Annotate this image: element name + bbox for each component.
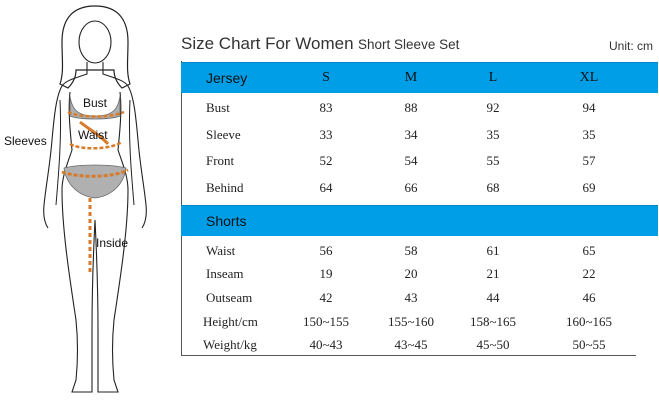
cell-value: 34: [404, 127, 418, 142]
row-label: Height/cm: [203, 314, 258, 329]
cell-value: 83: [319, 100, 333, 115]
cell-value: 50~55: [572, 337, 606, 352]
cell-value: 58: [404, 243, 418, 258]
cell-value: 43: [404, 290, 418, 305]
size-s-header: S: [322, 70, 330, 85]
row-label: Waist: [206, 243, 236, 258]
cell-value: 158~165: [469, 314, 517, 329]
cell-value: 35: [582, 127, 596, 142]
table-row: Bust 83 88 92 94: [181, 96, 658, 120]
title-sub: Short Sleeve Set: [358, 37, 460, 52]
cell-value: 160~165: [565, 314, 613, 329]
figure-label-bust: Bust: [83, 96, 108, 110]
page-title: Size Chart For Women Short Sleeve Set: [181, 34, 459, 54]
cell-value: 19: [319, 266, 333, 281]
cell-value: 44: [486, 290, 500, 305]
table-row: Behind 64 66 68 69: [181, 176, 658, 200]
shorts-header: Shorts: [181, 205, 658, 236]
cell-value: 54: [404, 153, 418, 168]
title-main: Size Chart For Women: [181, 34, 354, 53]
cell-value: 45~50: [476, 337, 510, 352]
jersey-header-label: Jersey: [206, 70, 248, 86]
row-label: Outseam: [206, 290, 253, 305]
cell-value: 65: [582, 243, 596, 258]
cell-value: 35: [486, 127, 500, 142]
size-xl-header: XL: [579, 70, 599, 85]
cell-value: 33: [319, 127, 333, 142]
body-figure: Bust Waist Sleeves Inside: [0, 0, 180, 405]
figure-label-waist: Waist: [78, 128, 108, 142]
cell-value: 56: [319, 243, 333, 258]
cell-value: 57: [582, 153, 596, 168]
cell-value: 64: [319, 180, 333, 195]
cell-value: 155~160: [387, 314, 435, 329]
cell-value: 66: [404, 180, 418, 195]
cell-value: 20: [404, 266, 418, 281]
figure-label-inside: Inside: [96, 236, 129, 250]
cell-value: 94: [582, 100, 596, 115]
cell-value: 46: [582, 290, 596, 305]
cell-value: 42: [319, 290, 333, 305]
table-row: Front 52 54 55 57: [181, 149, 658, 173]
row-label: Front: [206, 153, 235, 168]
table-row: Weight/kg 40~43 43~45 45~50 50~55: [181, 333, 658, 357]
cell-value: 55: [486, 153, 500, 168]
cell-value: 21: [486, 266, 500, 281]
unit-label: Unit: cm: [608, 39, 653, 53]
woman-silhouette-icon: [43, 5, 147, 393]
cell-value: 40~43: [309, 337, 343, 352]
cell-value: 150~155: [302, 314, 350, 329]
row-label: Inseam: [206, 266, 244, 281]
table-row: Waist 56 58 61 65: [181, 239, 658, 263]
size-l-header: L: [488, 70, 498, 85]
cell-value: 68: [486, 180, 500, 195]
table-bottom-border: [181, 355, 636, 356]
cell-value: 61: [486, 243, 500, 258]
jersey-header: Jersey S M L XL: [181, 62, 658, 93]
row-label: Behind: [206, 180, 244, 195]
cell-value: 22: [582, 266, 596, 281]
table-row: Inseam 19 20 21 22: [181, 262, 658, 286]
cell-value: 92: [486, 100, 500, 115]
figure-label-sleeves: Sleeves: [4, 134, 47, 148]
row-label: Bust: [206, 100, 230, 115]
cell-value: 43~45: [394, 337, 428, 352]
table-row: Outseam 42 43 44 46: [181, 286, 658, 310]
cell-value: 88: [404, 100, 418, 115]
size-m-header: M: [404, 70, 418, 85]
row-label: Weight/kg: [203, 337, 257, 352]
table-row: Sleeve 33 34 35 35: [181, 123, 658, 147]
cell-value: 52: [319, 153, 333, 168]
table-row: Height/cm 150~155 155~160 158~165 160~16…: [181, 310, 658, 334]
cell-value: 69: [582, 180, 596, 195]
row-label: Sleeve: [206, 127, 241, 142]
shorts-header-label: Shorts: [206, 213, 247, 229]
